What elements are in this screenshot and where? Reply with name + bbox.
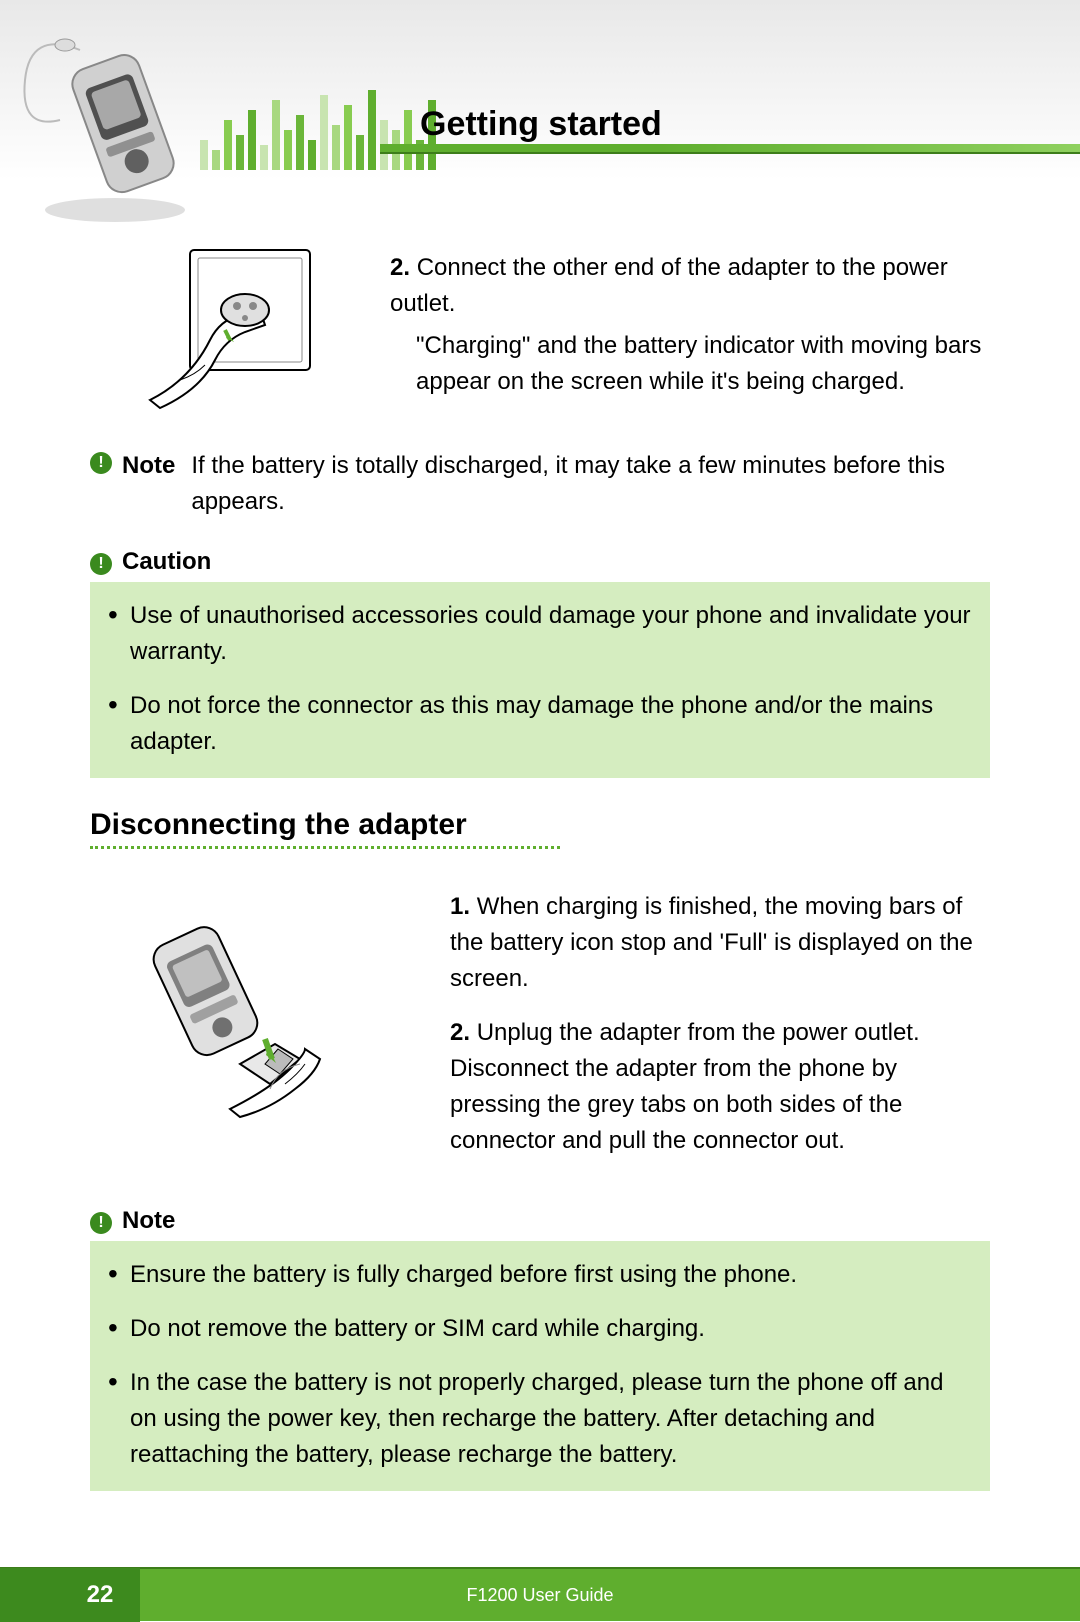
caution-item: Do not force the connector as this may d… [108, 688, 972, 760]
equalizer-bars [200, 90, 436, 170]
step-number: 2. [450, 1019, 470, 1046]
caution-heading: ! Caution [90, 548, 990, 576]
note-heading: ! Note [90, 1207, 990, 1235]
note-text: If the battery is totally discharged, it… [191, 448, 990, 520]
page-title: Getting started [420, 105, 662, 143]
caution-label: Caution [122, 548, 211, 576]
note-item: Do not remove the battery or SIM card wh… [108, 1311, 972, 1347]
exclamation-icon: ! [90, 1212, 112, 1234]
step-text-2: "Charging" and the battery indicator wit… [390, 328, 990, 400]
caution-item: Use of unauthorised accessories could da… [108, 598, 972, 670]
note-item: In the case the battery is not properly … [108, 1365, 972, 1473]
page-number: 22 [0, 1568, 140, 1622]
phone-illustration [20, 30, 220, 230]
note-label: Note [122, 448, 175, 484]
step-2-row: 2. Connect the other end of the adapter … [90, 240, 990, 418]
disc-step-2: Unplug the adapter from the power outlet… [450, 1019, 920, 1154]
step-number: 2. [390, 254, 410, 281]
exclamation-icon: ! [90, 553, 112, 575]
disconnect-row: 1. When charging is finished, the moving… [90, 879, 990, 1177]
disc-step-1: When charging is finished, the moving ba… [450, 893, 973, 992]
step-number: 1. [450, 893, 470, 920]
guide-name: F1200 User Guide [140, 1585, 1080, 1606]
outlet-illustration [130, 240, 350, 410]
footer: 22 F1200 User Guide [0, 1567, 1080, 1621]
note-label: Note [122, 1207, 175, 1235]
exclamation-icon: ! [90, 452, 112, 474]
note-item: Ensure the battery is fully charged befo… [108, 1257, 972, 1293]
caution-box: Use of unauthorised accessories could da… [90, 582, 990, 778]
disconnect-illustration [90, 889, 390, 1119]
note-box: Ensure the battery is fully charged befo… [90, 1241, 990, 1491]
subheading-underline [90, 846, 560, 849]
step-text-1: Connect the other end of the adapter to … [390, 254, 948, 317]
subheading: Disconnecting the adapter [90, 808, 467, 842]
title-underline [380, 144, 1080, 154]
header-decor: Getting started [0, 0, 1080, 230]
note-1: ! Note If the battery is totally dischar… [90, 448, 990, 520]
